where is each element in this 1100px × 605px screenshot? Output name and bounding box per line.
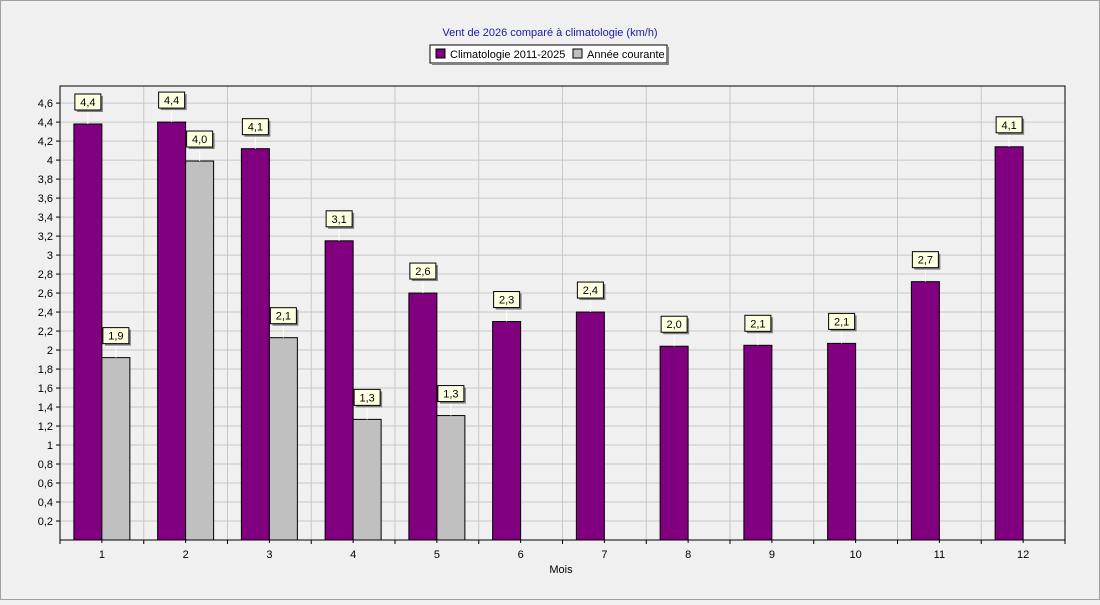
data-label: 4,4 <box>164 95 179 107</box>
y-tick-label: 1,2 <box>38 421 53 433</box>
legend-swatch-climatologie <box>435 48 446 59</box>
x-axis-label: Mois <box>549 564 573 576</box>
bar-climatologie <box>492 321 522 541</box>
y-tick-label: 2,4 <box>38 307 53 319</box>
data-label-box <box>186 130 214 148</box>
y-tick-label: 3,8 <box>38 174 53 186</box>
data-label: 4,1 <box>1001 120 1016 132</box>
data-label-box <box>660 315 688 333</box>
bar-climatologie <box>240 148 270 541</box>
legend: Climatologie 2011-2025 Année courante <box>429 44 669 65</box>
data-label-box <box>102 327 130 345</box>
data-label-box <box>409 262 437 280</box>
data-label: 2,7 <box>918 255 933 267</box>
data-label-box <box>995 116 1023 134</box>
data-label-box <box>911 251 939 269</box>
y-tick-label: 1 <box>47 440 53 452</box>
x-tick-label: 4 <box>350 549 356 561</box>
bar-annee-courante <box>185 160 215 541</box>
legend-swatch-annee-courante <box>572 48 583 59</box>
y-tick-label: 3,4 <box>38 212 53 224</box>
y-tick-label: 4,2 <box>38 136 53 148</box>
x-tick-label: 5 <box>434 549 440 561</box>
x-tick-label: 6 <box>518 549 524 561</box>
bar-climatologie <box>827 342 857 541</box>
data-label: 2,4 <box>583 285 598 297</box>
data-label: 2,1 <box>276 311 291 323</box>
x-tick-label: 7 <box>601 549 607 561</box>
bar-climatologie <box>73 123 103 541</box>
data-label-box <box>241 118 269 136</box>
bar-climatologie <box>659 345 689 541</box>
bar-annee-courante <box>352 418 382 541</box>
y-tick-label: 1,6 <box>38 383 53 395</box>
data-label: 2,0 <box>666 319 681 331</box>
y-tick-label: 4,4 <box>38 117 53 129</box>
data-label-box <box>74 93 102 111</box>
bar-annee-courante <box>101 357 131 541</box>
data-label: 2,1 <box>834 316 849 328</box>
y-tick-label: 0,2 <box>38 516 53 528</box>
y-tick-label: 3,2 <box>38 231 53 243</box>
y-tick-label: 4,6 <box>38 98 53 110</box>
data-label-box <box>158 91 186 109</box>
bar-climatologie <box>910 281 940 541</box>
bar-climatologie <box>743 344 773 541</box>
data-label-box <box>353 388 381 406</box>
data-label-box <box>493 291 521 309</box>
chart-title: Vent de 2026 comparé à climatologie (km/… <box>442 27 657 39</box>
y-tick-label: 2 <box>47 345 53 357</box>
x-tick-label: 11 <box>934 549 945 561</box>
bar-annee-courante <box>436 415 466 541</box>
data-label: 3,1 <box>331 214 346 226</box>
data-label: 4,4 <box>80 97 95 109</box>
data-label: 2,6 <box>415 266 430 278</box>
data-label-box <box>437 385 465 403</box>
data-label: 4,1 <box>248 122 263 134</box>
x-tick-label: 10 <box>850 549 862 561</box>
bar-climatologie <box>324 240 354 541</box>
data-label: 1,3 <box>359 392 374 404</box>
data-label-box <box>744 314 772 332</box>
bar-climatologie <box>157 121 187 541</box>
y-tick-label: 2,6 <box>38 288 53 300</box>
y-tick-label: 2,8 <box>38 269 53 281</box>
y-tick-label: 0,4 <box>38 497 53 509</box>
x-tick-label: 1 <box>99 549 105 561</box>
x-tick-label: 2 <box>183 549 189 561</box>
data-label-box <box>576 281 604 299</box>
bar-annee-courante <box>268 337 298 541</box>
legend-label-annee-courante: Année courante <box>587 49 665 61</box>
legend-label-climatologie: Climatologie 2011-2025 <box>450 49 565 61</box>
y-tick-label: 0,6 <box>38 478 53 490</box>
legend-shadow <box>667 47 669 65</box>
y-tick-label: 2,2 <box>38 326 53 338</box>
data-label: 1,3 <box>443 389 458 401</box>
data-label: 4,0 <box>192 134 207 146</box>
data-label-box <box>325 210 353 228</box>
data-label: 1,9 <box>108 331 123 343</box>
plot-area: 0,2 0,4 0,6 0,8 1 1,2 1,4 1,6 1,8 2 2,2 2,4 2,6 2,8 3 3… <box>38 85 1066 561</box>
bar-climatologie <box>575 311 605 541</box>
data-label: 2,3 <box>499 295 514 307</box>
data-label-box <box>269 307 297 325</box>
y-tick-label: 1,8 <box>38 364 53 376</box>
y-tick-label: 4 <box>47 155 53 167</box>
y-tick-label: 3,6 <box>38 193 53 205</box>
x-tick-label: 9 <box>769 549 775 561</box>
bar-climatologie <box>994 146 1024 541</box>
bar-climatologie <box>408 292 438 541</box>
legend-shadow-bottom <box>432 63 669 65</box>
x-tick-label: 3 <box>266 549 272 561</box>
x-tick-label: 8 <box>685 549 691 561</box>
y-tick-label: 3 <box>47 250 53 262</box>
x-tick-label: 12 <box>1017 549 1029 561</box>
data-label: 2,1 <box>750 318 765 330</box>
data-label-box <box>828 312 856 330</box>
y-tick-label: 0,8 <box>38 459 53 471</box>
y-tick-label: 1,4 <box>38 402 53 414</box>
